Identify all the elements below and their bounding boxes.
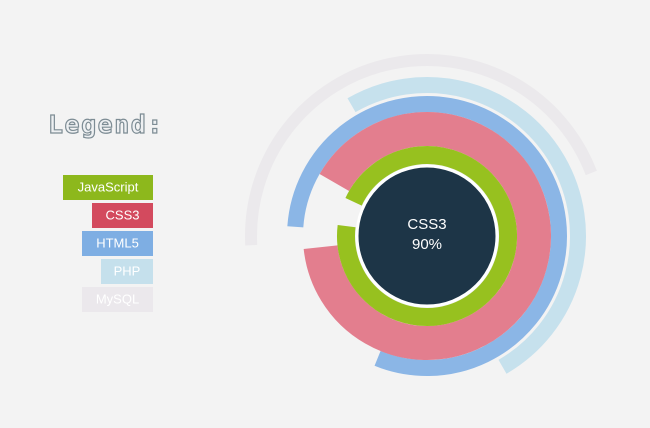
legend-label: JavaScript (78, 179, 139, 194)
center-label: CSS3 (407, 216, 446, 233)
ring-arc (245, 54, 597, 246)
legend-label: CSS3 (106, 207, 140, 222)
legend-swatch (63, 175, 153, 200)
legend-swatch (101, 259, 153, 284)
ring-arc (287, 96, 567, 376)
legend-swatch (82, 287, 153, 312)
legend-title: Legend: (48, 110, 164, 139)
legend-swatch (92, 203, 153, 228)
ring-arc (337, 146, 517, 326)
ring-arc (347, 77, 586, 374)
center-circle (355, 164, 499, 308)
center-value: 90% (412, 236, 442, 253)
legend-swatch (82, 231, 153, 256)
ring-arc (303, 112, 551, 360)
legend-label: MySQL (96, 291, 139, 306)
legend-label: HTML5 (96, 235, 139, 250)
legend-label: PHP (114, 263, 141, 278)
